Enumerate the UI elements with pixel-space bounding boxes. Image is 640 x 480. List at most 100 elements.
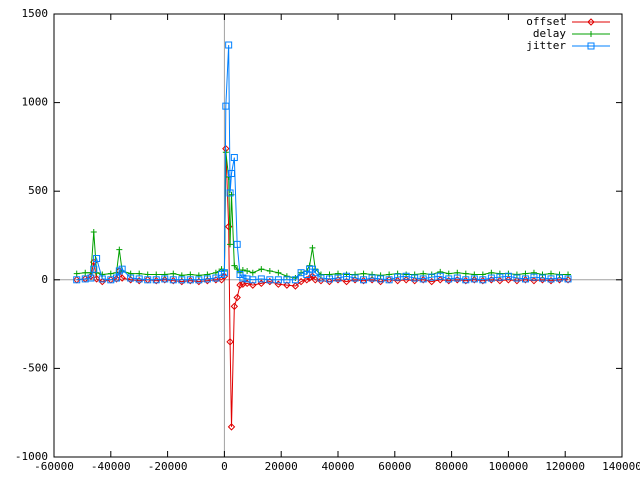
x-tick-label: -60000 (34, 460, 74, 473)
series (73, 149, 572, 282)
point (249, 281, 257, 289)
point (204, 271, 211, 278)
series (73, 144, 572, 431)
point (538, 276, 547, 284)
point (170, 270, 177, 277)
point (556, 271, 563, 278)
point (118, 265, 126, 273)
point (144, 276, 152, 284)
series (73, 41, 572, 284)
point (325, 275, 333, 283)
point (352, 271, 359, 278)
point (445, 276, 453, 285)
point (547, 275, 555, 283)
point (351, 274, 359, 282)
point (226, 189, 234, 197)
point (411, 271, 418, 278)
point (73, 270, 80, 277)
point (317, 274, 325, 282)
y-tick-label: -1000 (15, 450, 48, 463)
x-tick-label: 100000 (489, 460, 529, 473)
point (471, 271, 478, 278)
x-tick-label: 40000 (321, 460, 354, 473)
point (303, 276, 311, 284)
point (233, 240, 241, 248)
point (186, 276, 194, 284)
point (233, 293, 241, 302)
point (394, 273, 402, 281)
point (311, 276, 319, 284)
point (470, 275, 478, 283)
point (564, 275, 572, 283)
point (565, 271, 572, 278)
point (334, 274, 342, 282)
point (342, 277, 351, 286)
point (496, 270, 503, 277)
point (360, 276, 368, 284)
point (428, 273, 436, 281)
x-tick-label: 60000 (378, 460, 411, 473)
point (135, 276, 143, 285)
point (325, 277, 334, 286)
point (496, 273, 504, 281)
point (230, 302, 239, 311)
point (377, 275, 385, 283)
point (161, 275, 169, 283)
point (152, 276, 160, 284)
y-tick-label: 1000 (22, 96, 49, 109)
point (343, 272, 351, 280)
point (98, 275, 106, 283)
point (228, 169, 235, 177)
point (283, 273, 290, 280)
legend-marker (587, 18, 595, 26)
x-tick-label: 120000 (545, 460, 585, 473)
point (98, 277, 106, 286)
y-tick-label: 500 (28, 184, 48, 197)
point (226, 338, 234, 346)
point (244, 267, 251, 274)
legend-label: jitter (526, 39, 566, 52)
point (266, 277, 274, 286)
point (513, 276, 521, 285)
point (195, 272, 202, 279)
point (538, 274, 546, 282)
point (487, 274, 495, 282)
point (436, 272, 444, 280)
point (220, 269, 228, 277)
point (556, 274, 564, 282)
point (530, 273, 538, 281)
point (161, 271, 168, 278)
point (73, 276, 81, 284)
point (212, 276, 220, 284)
point (236, 281, 244, 289)
point (521, 275, 529, 283)
point (334, 276, 342, 284)
point (274, 276, 282, 284)
legend-marker (587, 42, 595, 50)
point (112, 275, 121, 283)
y-tick-label: -500 (22, 361, 49, 374)
point (222, 102, 230, 110)
point (377, 272, 384, 279)
point (462, 276, 470, 284)
point (230, 154, 238, 162)
point (385, 276, 393, 284)
point (419, 275, 427, 283)
point (99, 271, 106, 278)
point (402, 272, 410, 280)
point (394, 270, 401, 277)
point (326, 271, 333, 278)
point (504, 272, 512, 280)
series-line (76, 44, 569, 281)
point (227, 241, 234, 248)
point (411, 274, 419, 282)
legend-label: delay (533, 27, 566, 40)
point (239, 274, 247, 282)
point (231, 262, 238, 269)
point (195, 276, 203, 284)
point (445, 275, 453, 283)
point (283, 276, 291, 284)
point (82, 269, 89, 276)
point (225, 41, 233, 49)
